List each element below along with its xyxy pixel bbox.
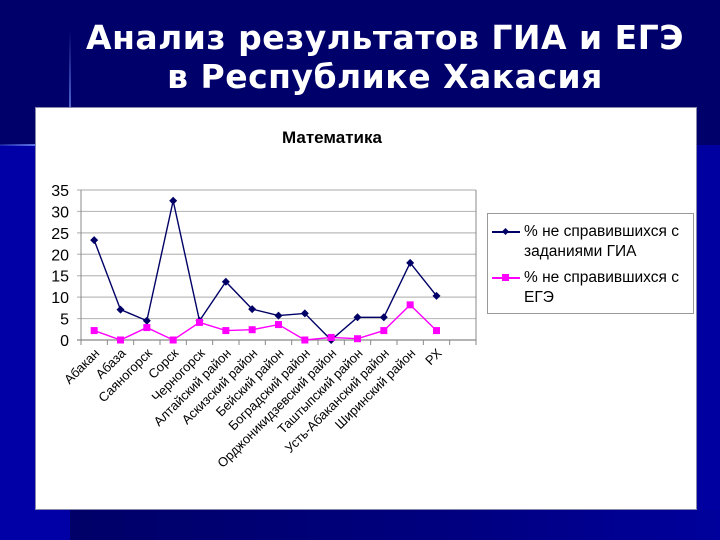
decorative-glow-vertical	[69, 30, 71, 110]
diamond-marker-icon	[221, 277, 230, 286]
legend-label-gia-1: % не справившихся с	[524, 223, 679, 240]
square-marker-icon	[196, 318, 203, 326]
y-tick-label: 5	[60, 312, 69, 329]
y-tick-label: 30	[51, 204, 69, 221]
diamond-marker-icon	[116, 305, 125, 314]
square-marker-icon	[380, 327, 388, 335]
square-marker-icon	[502, 274, 509, 281]
diamond-marker-icon	[432, 291, 441, 300]
chart-title: Математика	[282, 128, 382, 147]
x-tick-label: РХ	[422, 345, 445, 368]
chart-container: Математика 0 5 10 15 20 25 30 35 Абакан Абаза Саяно…	[35, 107, 697, 510]
square-marker-icon	[275, 321, 282, 329]
square-marker-icon	[143, 324, 151, 332]
series-line-ege	[93, 303, 437, 341]
series-line-gia	[93, 200, 438, 341]
diamond-marker-icon	[90, 236, 99, 245]
y-tick-label: 0	[60, 333, 69, 350]
square-marker-icon	[354, 335, 361, 343]
y-tick-label: 15	[51, 269, 69, 286]
diamond-marker-icon	[353, 313, 362, 322]
diamond-marker-icon	[169, 196, 178, 205]
diamond-marker-icon	[300, 309, 309, 318]
square-marker-icon	[433, 327, 440, 335]
y-tick-label: 35	[51, 183, 69, 200]
legend-label-ege-2: ЕГЭ	[524, 289, 554, 306]
square-marker-icon	[327, 333, 335, 341]
square-marker-icon	[169, 336, 177, 344]
y-tick-label: 20	[51, 247, 69, 264]
legend-label-ege-1: % не справившихся с	[524, 269, 679, 286]
square-marker-icon	[90, 327, 98, 335]
diamond-marker-icon	[379, 313, 388, 322]
diamond-marker-icon	[248, 305, 257, 314]
diamond-marker-icon	[274, 311, 283, 320]
background-bottom	[70, 510, 720, 540]
y-tick-label: 10	[51, 290, 69, 307]
legend-label-gia-2: заданиями ГИА	[524, 243, 637, 260]
diamond-marker-icon	[406, 258, 415, 267]
line-chart: Математика05101520253035АбаканАбазаСаяно…	[51, 128, 477, 471]
chart-legend: % не справившихся с заданиями ГИА % не с…	[487, 213, 694, 314]
diamond-marker-icon	[142, 316, 151, 325]
slide-title-line2: в Республике Хакасия	[167, 57, 603, 96]
square-marker-icon	[117, 336, 124, 344]
slide-title-line1: Анализ результатов ГИА и ЕГЭ	[86, 18, 684, 57]
square-marker-icon	[248, 326, 256, 334]
slide-title: Анализ результатов ГИА и ЕГЭ в Республик…	[0, 18, 720, 96]
square-marker-icon	[222, 327, 230, 335]
square-marker-icon	[301, 336, 309, 344]
background-right-band	[697, 145, 720, 540]
diamond-marker-icon	[501, 227, 510, 236]
square-marker-icon	[406, 301, 414, 309]
decorative-glow-horizontal	[0, 144, 36, 146]
y-tick-label: 25	[51, 226, 69, 243]
